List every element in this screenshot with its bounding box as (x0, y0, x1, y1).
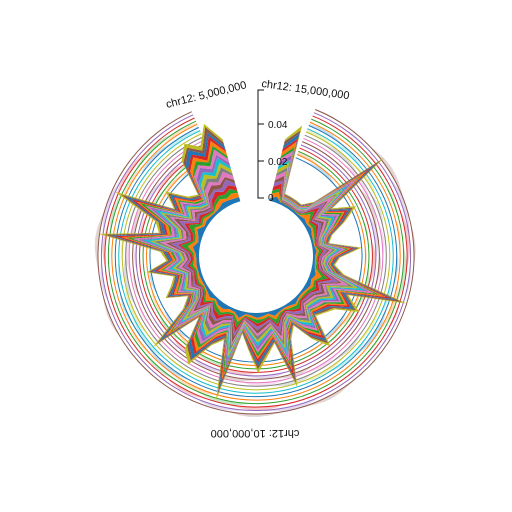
track-ring (128, 137, 384, 384)
outer-track-rings (94, 109, 416, 417)
position-label-10mb: chr12: 10,000,000 (211, 427, 300, 439)
position-label-15mb: chr12: 15,000,000 (261, 78, 350, 102)
y-tick-label-0: 0 (268, 193, 274, 204)
stack-layer (103, 126, 403, 395)
y-tick-label-002: 0.02 (268, 157, 288, 168)
stack-layer (121, 140, 386, 381)
track-ring (97, 109, 415, 415)
y-axis-line (257, 89, 264, 199)
track-ring (100, 112, 412, 412)
track-ring (118, 128, 394, 394)
position-label-5mb: chr12: 5,000,000 (165, 79, 248, 111)
track-ring (125, 134, 387, 387)
track-ring (135, 144, 377, 377)
track-ring (132, 141, 380, 380)
y-tick-label-004: 0.04 (268, 120, 288, 131)
track-ring (107, 118, 405, 405)
stack-baseline (197, 198, 315, 315)
track-ring (114, 125, 398, 398)
y-axis: 0 0.02 0.04 (257, 89, 288, 204)
track-ring (111, 121, 401, 401)
track-ring (121, 131, 391, 391)
track-ring (104, 115, 408, 408)
stacked-area-track (98, 123, 407, 401)
stack-layer (149, 162, 360, 357)
